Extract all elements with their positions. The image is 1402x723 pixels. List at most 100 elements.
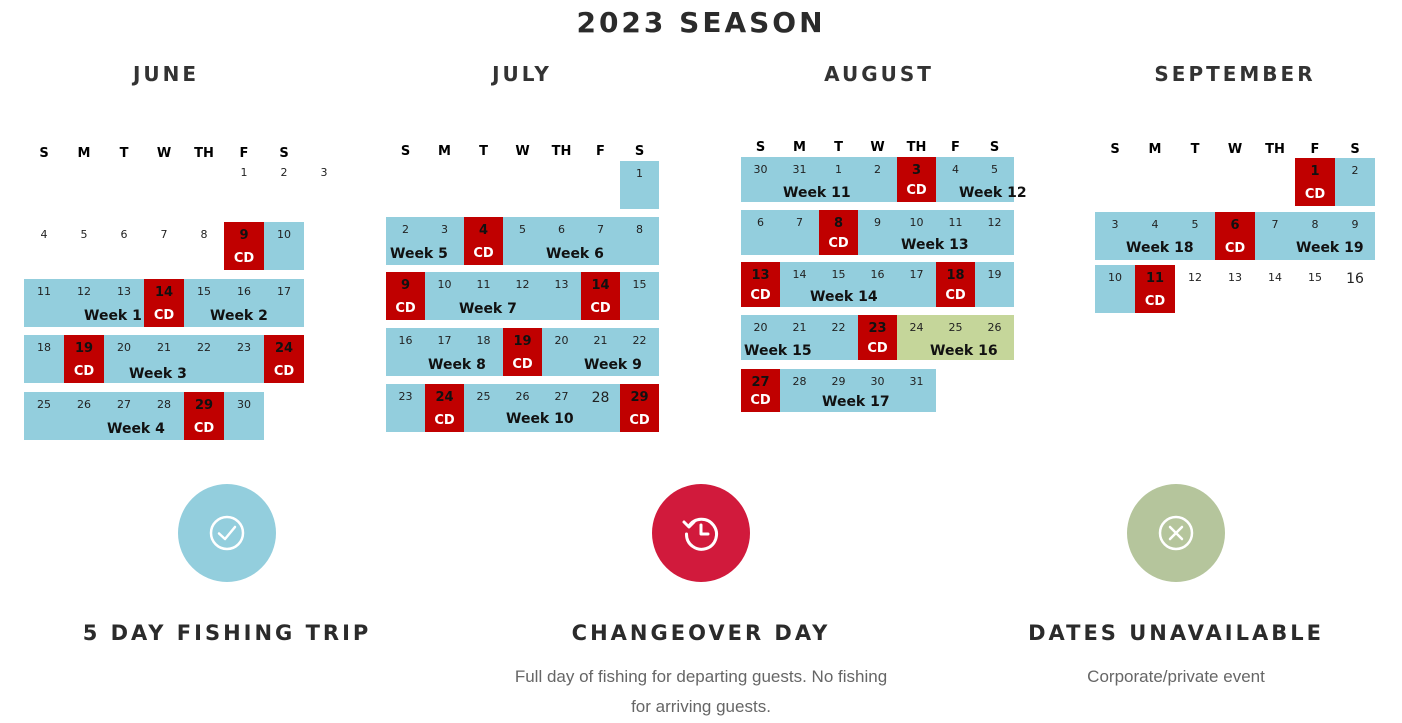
day-number: 13 xyxy=(117,285,131,298)
day-number: 25 xyxy=(476,390,491,403)
day-cell: 15 xyxy=(620,272,659,320)
day-number: 26 xyxy=(515,390,530,403)
changeover-day-cell: 14 CD xyxy=(581,272,620,320)
changeover-label: CD xyxy=(590,301,611,316)
changeover-day-cell: 24 CD xyxy=(264,335,304,383)
day-number: 29 xyxy=(831,375,846,388)
changeover-day-cell: 1 CD xyxy=(1295,158,1335,206)
day-number: 28 xyxy=(792,375,807,388)
day-cell: 22 xyxy=(819,315,858,360)
day-number: 12 xyxy=(77,285,91,298)
day-cell: 9 xyxy=(1335,212,1375,260)
day-number: 6 xyxy=(120,228,128,241)
day-cell: 23 xyxy=(386,384,425,432)
legend-desc-unavailable: Corporate/private event xyxy=(1087,667,1265,686)
day-cell: 5 xyxy=(1175,212,1215,260)
day-number: 8 xyxy=(200,228,208,241)
season-title: 2023 SEASON xyxy=(576,6,826,39)
day-number: 17 xyxy=(437,334,452,347)
day-number: 17 xyxy=(277,285,291,298)
day-number: 12 xyxy=(1188,271,1202,284)
day-number: 4 xyxy=(1151,218,1159,231)
month-title-july: JULY xyxy=(492,62,552,86)
weekday-header: TH xyxy=(906,140,927,155)
changeover-label: CD xyxy=(273,364,295,379)
day-number: 29 xyxy=(194,398,214,413)
changeover-label: CD xyxy=(153,308,175,323)
day-number: 18 xyxy=(946,268,965,283)
day-cell: 28 xyxy=(144,392,184,440)
weekday-header: M xyxy=(77,146,91,161)
week-label: Week 4 xyxy=(107,421,165,437)
clock-history-icon xyxy=(682,517,718,551)
day-number: 7 xyxy=(796,216,803,229)
day-cell: 13 xyxy=(542,272,581,320)
day-number: 5 xyxy=(1191,218,1199,231)
day-cell: 4 xyxy=(1135,212,1175,260)
day-number: 16 xyxy=(1346,271,1364,287)
changeover-label: CD xyxy=(73,364,95,379)
day-cell: 5 xyxy=(975,157,1014,202)
day-cell: 21 xyxy=(144,335,184,383)
day-cell: 13 xyxy=(104,279,144,327)
day-number: 25 xyxy=(948,321,963,334)
day-cell: 20 xyxy=(104,335,144,383)
month-title-june: JUNE xyxy=(132,62,200,86)
day-number: 19 xyxy=(987,268,1002,281)
unavailable-legend-circle xyxy=(1127,484,1225,582)
day-number: 21 xyxy=(792,321,807,334)
changeover-label: CD xyxy=(1144,294,1166,309)
unavailable-day-cell: 25 xyxy=(936,315,975,360)
day-cell: 15 xyxy=(819,262,858,307)
day-cell: 25 xyxy=(464,384,503,432)
day-number: 3 xyxy=(1111,218,1119,231)
day-cell: 19 xyxy=(975,262,1014,307)
day-number: 7 xyxy=(160,228,168,241)
changeover-day-cell: 14 CD xyxy=(144,279,184,327)
changeover-label: CD xyxy=(629,413,650,428)
day-number: 11 xyxy=(37,285,51,298)
day-number: 24 xyxy=(909,321,924,334)
day-cell: 2 xyxy=(858,157,897,202)
day-number: 20 xyxy=(753,321,768,334)
day-cell: 29 xyxy=(819,369,858,412)
day-number: 1 xyxy=(240,166,248,179)
day-number: 27 xyxy=(751,375,770,390)
changeover-day-cell: 19 CD xyxy=(64,335,104,383)
day-number: 15 xyxy=(831,268,846,281)
day-number: 11 xyxy=(948,216,963,229)
day-number: 21 xyxy=(157,341,171,354)
day-cell: 23 xyxy=(224,335,264,383)
day-number: 16 xyxy=(398,334,413,347)
day-number: 1 xyxy=(636,167,643,180)
day-number: 3 xyxy=(911,163,922,178)
day-number: 24 xyxy=(274,341,294,356)
weekday-header: T xyxy=(119,146,129,161)
changeover-day-cell: 6 CD xyxy=(1215,212,1255,260)
week-label: Week 12 xyxy=(959,185,1027,201)
day-number: 13 xyxy=(554,278,569,291)
day-number: 4 xyxy=(478,223,489,238)
week-label: Week 11 xyxy=(783,185,851,201)
day-number: 10 xyxy=(277,228,291,241)
changeover-day-cell: 29 CD xyxy=(184,392,224,440)
weekday-header: S xyxy=(1350,142,1360,157)
day-number: 9 xyxy=(400,278,411,293)
weekday-header: T xyxy=(479,144,488,159)
weekday-header: W xyxy=(1227,142,1243,157)
weekday-header: W xyxy=(870,140,885,155)
day-cell: 5 xyxy=(64,222,104,270)
changeover-day-cell: 29 CD xyxy=(620,384,659,432)
week-label: Week 6 xyxy=(546,246,604,262)
day-cell: 28 xyxy=(581,384,620,432)
day-cell: 31 xyxy=(780,157,819,202)
day-number: 7 xyxy=(597,223,604,236)
day-number: 9 xyxy=(239,228,249,243)
day-cell: 20 xyxy=(542,328,581,376)
day-number: 26 xyxy=(77,398,91,411)
legend-title-unavailable: DATES UNAVAILABLE xyxy=(1028,621,1324,645)
day-cell: 1 xyxy=(224,160,264,208)
day-number: 8 xyxy=(833,216,844,231)
day-number: 6 xyxy=(1230,218,1240,233)
day-cell: 18 xyxy=(24,335,64,383)
